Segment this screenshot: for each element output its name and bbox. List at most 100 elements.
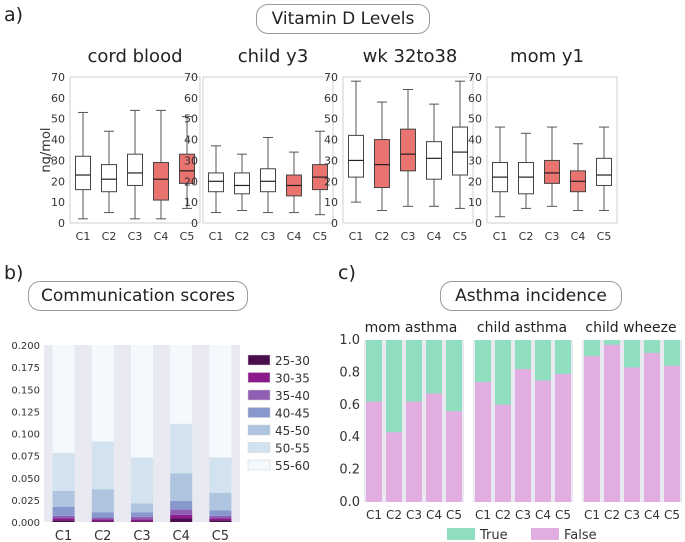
box-body <box>596 157 612 186</box>
vitd-ytick-label: 20 <box>324 175 338 188</box>
comm-bar-segment <box>52 506 75 516</box>
box-body <box>348 134 364 178</box>
comm-bar-segment <box>209 518 232 521</box>
vitd-xtick-label: C2 <box>235 230 250 243</box>
asthma-bar-true <box>366 340 382 402</box>
vitd-xtick-label: C3 <box>545 230 560 243</box>
comm-bar-segment <box>170 423 193 474</box>
comm-legend-swatch <box>247 442 271 453</box>
asthma-ytick-label: 0.0 <box>339 495 360 510</box>
vitd-ytick-label: 0 <box>191 217 198 230</box>
comm-legend-label: 40-45 <box>275 407 310 421</box>
asthma-legend-swatch-true <box>447 528 475 540</box>
comm-bar-segment <box>209 510 232 516</box>
asthma-bar-true <box>426 340 442 394</box>
comm-legend-label: 30-35 <box>275 372 310 386</box>
comm-bar-segment <box>170 473 193 501</box>
asthma-xtick-label: C2 <box>386 508 402 522</box>
asthma-bar-true <box>644 340 660 353</box>
vitd-xtick-label: C4 <box>287 230 302 243</box>
asthma-xtick-label: C2 <box>495 508 511 522</box>
vitd-xtick-label: C4 <box>427 230 442 243</box>
box-body <box>127 153 143 186</box>
vitd-ytick-label: 50 <box>51 113 65 126</box>
comm-bar-segment <box>131 503 153 513</box>
asthma-bar-false <box>584 356 600 502</box>
comm-ytick-label: 0.125 <box>11 407 40 418</box>
comm-bar-segment <box>91 519 114 522</box>
comm-bar-segment <box>131 519 153 522</box>
box-body <box>234 172 250 195</box>
vitd-xtick-label: C5 <box>313 230 328 243</box>
asthma-bar-true <box>475 340 491 383</box>
comm-bar-segment <box>170 514 193 519</box>
asthma-bar-false <box>624 367 640 502</box>
comm-bar-segment <box>209 492 232 511</box>
asthma-panel-title: mom asthma <box>364 320 458 336</box>
asthma-panel-title: child wheeze <box>585 320 677 336</box>
panel-a-label: a) <box>4 4 24 26</box>
vitd-ytick-label: 20 <box>468 175 482 188</box>
asthma-xtick-label: C2 <box>604 508 620 522</box>
asthma-bar-true <box>406 340 422 402</box>
vitd-ytick-label: 30 <box>51 154 65 167</box>
box-body <box>374 139 390 189</box>
box-body <box>75 155 91 191</box>
comm-legend-swatch <box>247 372 271 383</box>
vitd-xtick-label: C3 <box>261 230 276 243</box>
comm-xtick-label: C5 <box>212 529 229 542</box>
vitd-ytick-label: 60 <box>51 92 65 105</box>
asthma-xtick-label: C4 <box>535 508 551 522</box>
asthma-bar-true <box>386 340 402 433</box>
comm-ytick-label: 0.175 <box>11 363 40 374</box>
box-body <box>208 172 224 193</box>
comm-xtick-label: C4 <box>173 529 190 542</box>
vitd-ytick-label: 50 <box>468 113 482 126</box>
box-body <box>400 128 416 172</box>
comm-bar-segment <box>170 345 193 424</box>
vitd-xtick-label: C3 <box>128 230 143 243</box>
asthma-bar-true <box>495 340 511 405</box>
vitd-panel-title: child y3 <box>237 46 309 67</box>
vitd-ytick-label: 0 <box>475 217 482 230</box>
comm-bar-segment <box>131 521 153 522</box>
comm-ytick-label: 0.100 <box>11 430 40 441</box>
vitd-ytick-label: 70 <box>468 71 482 84</box>
asthma-panel-title: child asthma <box>476 320 568 336</box>
comm-ytick-label: 0.000 <box>11 518 40 529</box>
asthma-bar-true <box>604 340 620 345</box>
asthma-xtick-label: C3 <box>406 508 422 522</box>
vitd-xtick-label: C5 <box>453 230 468 243</box>
asthma-ytick-label: 0.8 <box>339 365 360 380</box>
asthma-ytick-label: 1.0 <box>339 333 360 348</box>
vitd-ytick-label: 20 <box>51 175 65 188</box>
comm-bar-segment <box>209 520 232 522</box>
comm-bar-segment <box>131 457 153 504</box>
comm-bar-segment <box>170 500 193 510</box>
asthma-bar-true <box>446 340 462 412</box>
vitd-xtick-label: C4 <box>571 230 586 243</box>
asthma-xtick-label: C4 <box>644 508 660 522</box>
comm-legend-label: 25-30 <box>275 354 310 368</box>
comm-legend-label: 35-40 <box>275 389 310 403</box>
asthma-ytick-label: 0.4 <box>339 430 360 445</box>
comm-xtick-label: C2 <box>94 529 111 542</box>
vitd-ytick-label: 60 <box>468 92 482 105</box>
panel-c-label: c) <box>338 262 356 284</box>
vitd-panel-title: cord blood <box>87 46 183 67</box>
vitd-ytick-label: 70 <box>184 71 198 84</box>
vitd-xtick-label: C1 <box>76 230 91 243</box>
box-body <box>260 168 276 193</box>
asthma-xtick-label: C1 <box>584 508 600 522</box>
asthma-ytick-label: 0.2 <box>339 463 360 478</box>
comm-bar-segment <box>170 509 193 515</box>
comm-bar-segment <box>91 489 114 513</box>
vitd-ylabel: ng/mol <box>39 127 54 172</box>
asthma-bar-false <box>644 352 660 502</box>
vitd-panel-title: wk 32to38 <box>362 46 458 67</box>
comm-bar-segment <box>131 512 153 517</box>
comm-bar-segment <box>131 516 153 520</box>
vitd-xtick-label: C1 <box>349 230 364 243</box>
asthma-xtick-label: C3 <box>515 508 531 522</box>
